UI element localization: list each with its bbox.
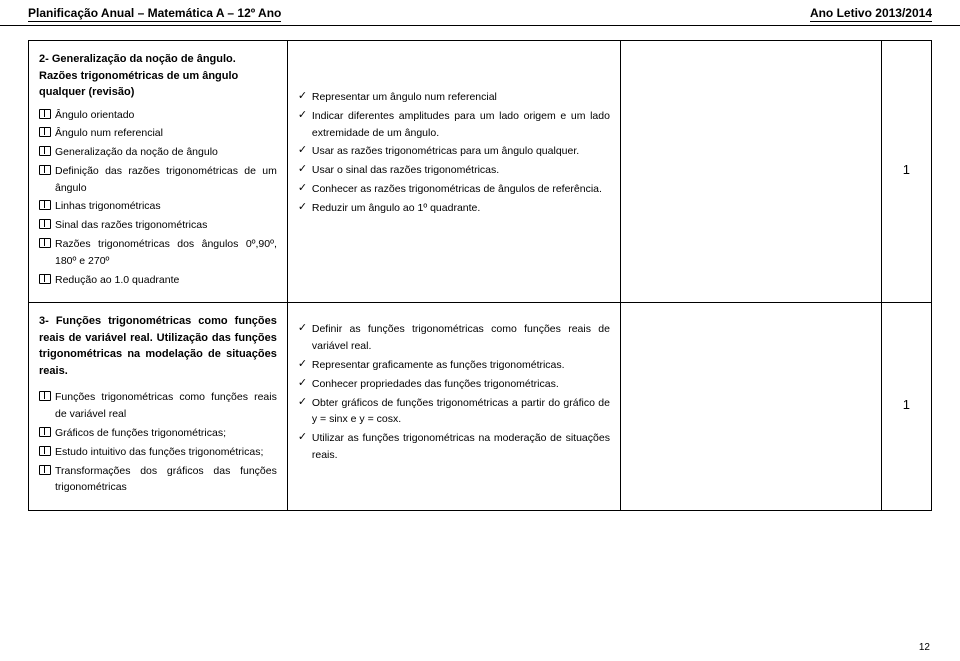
objectives-cell: Representar um ângulo num referencial In… <box>287 41 620 303</box>
topics-cell: 2- Generalização da noção de ângulo. Raz… <box>29 41 288 303</box>
section-title: 2- Generalização da noção de ângulo. Raz… <box>39 51 277 101</box>
book-item: Razões trigonométricas dos ângulos 0º,90… <box>39 236 277 270</box>
book-item: Generalização da noção de ângulo <box>39 144 277 161</box>
table-row: 2- Generalização da noção de ângulo. Raz… <box>29 41 932 303</box>
check-item: Usar o sinal das razões trigonométricas. <box>298 162 610 179</box>
header-left: Planificação Anual – Matemática A – 12º … <box>28 6 281 22</box>
section-title: 3- Funções trigonométricas como funções … <box>39 313 277 379</box>
empty-cell <box>620 303 881 511</box>
page-number: 12 <box>919 642 930 653</box>
empty-cell <box>620 41 881 303</box>
check-item: Definir as funções trigonométricas como … <box>298 321 610 355</box>
check-item: Usar as razões trigonométricas para um â… <box>298 143 610 160</box>
topics-cell: 3- Funções trigonométricas como funções … <box>29 303 288 511</box>
table-row: 3- Funções trigonométricas como funções … <box>29 303 932 511</box>
book-item: Estudo intuitivo das funções trigonométr… <box>39 444 277 461</box>
hours-cell: 1 <box>881 41 931 303</box>
check-item: Utilizar as funções trigonométricas na m… <box>298 430 610 464</box>
book-item: Gráficos de funções trigonométricas; <box>39 425 277 442</box>
planning-table-wrapper: 2- Generalização da noção de ângulo. Raz… <box>0 26 960 511</box>
check-item: Conhecer as razões trigonométricas de ân… <box>298 181 610 198</box>
book-item: Ângulo orientado <box>39 107 277 124</box>
hours-cell: 1 <box>881 303 931 511</box>
header-right: Ano Letivo 2013/2014 <box>810 6 932 22</box>
book-item: Ângulo num referencial <box>39 125 277 142</box>
page-header: Planificação Anual – Matemática A – 12º … <box>0 0 960 26</box>
check-item: Reduzir um ângulo ao 1º quadrante. <box>298 200 610 217</box>
book-item: Funções trigonométricas como funções rea… <box>39 389 277 423</box>
check-item: Obter gráficos de funções trigonométrica… <box>298 395 610 429</box>
book-item: Transformações dos gráficos das funções … <box>39 463 277 497</box>
objectives-cell: Definir as funções trigonométricas como … <box>287 303 620 511</box>
check-item: Indicar diferentes amplitudes para um la… <box>298 108 610 142</box>
book-item: Redução ao 1.0 quadrante <box>39 272 277 289</box>
planning-table: 2- Generalização da noção de ângulo. Raz… <box>28 40 932 511</box>
check-item: Representar graficamente as funções trig… <box>298 357 610 374</box>
check-item: Representar um ângulo num referencial <box>298 89 610 106</box>
book-item: Linhas trigonométricas <box>39 198 277 215</box>
check-item: Conhecer propriedades das funções trigon… <box>298 376 610 393</box>
book-item: Sinal das razões trigonométricas <box>39 217 277 234</box>
book-item: Definição das razões trigonométricas de … <box>39 163 277 197</box>
